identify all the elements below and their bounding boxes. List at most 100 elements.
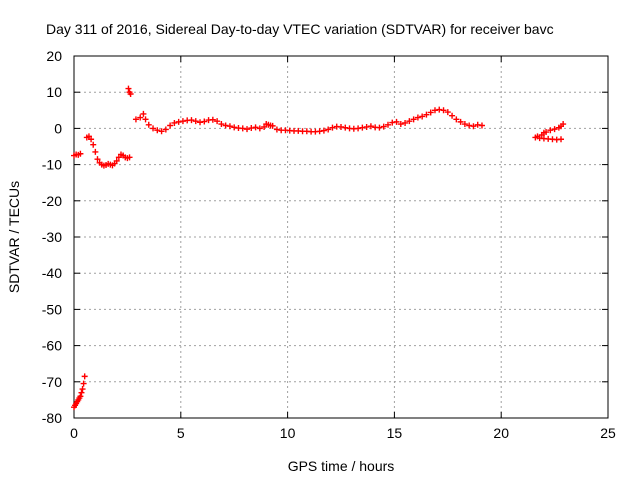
- y-tick-label: -80: [42, 410, 62, 426]
- data-point-marker: [558, 136, 565, 143]
- data-point-marker: [547, 127, 554, 134]
- y-tick-label: -60: [42, 338, 62, 354]
- data-point-marker: [142, 116, 149, 123]
- data-point-marker: [397, 121, 404, 128]
- data-point-marker: [197, 119, 204, 126]
- data-point-marker: [440, 107, 447, 114]
- data-point-marker: [406, 118, 413, 125]
- data-point-marker: [461, 121, 468, 128]
- data-point-marker: [127, 91, 134, 98]
- data-point-marker: [179, 118, 186, 125]
- data-point-marker: [218, 121, 225, 128]
- y-tick-label: 10: [46, 84, 62, 100]
- data-point-marker: [175, 118, 182, 125]
- data-point-marker: [214, 118, 221, 125]
- data-point-marker: [145, 121, 152, 128]
- data-point-marker: [269, 122, 276, 129]
- data-point-marker: [474, 121, 481, 128]
- data-point-marker: [376, 124, 383, 131]
- data-point-marker: [167, 122, 174, 129]
- data-point-marker: [414, 114, 421, 121]
- data-point-marker: [209, 116, 216, 123]
- data-point-marker: [252, 124, 259, 131]
- data-point-marker: [363, 123, 370, 130]
- data-point-marker: [79, 386, 86, 393]
- data-point-marker: [457, 118, 464, 125]
- data-point-marker: [226, 123, 233, 130]
- data-point-marker: [158, 128, 165, 135]
- data-point-marker: [137, 114, 144, 121]
- data-point-marker: [380, 123, 387, 130]
- data-point-marker: [77, 150, 84, 157]
- data-point-marker: [192, 118, 199, 125]
- x-tick-label: 0: [70, 425, 78, 441]
- x-tick-label: 15: [387, 425, 403, 441]
- data-point-marker: [231, 124, 238, 131]
- data-point-marker: [436, 106, 443, 113]
- data-point-marker: [427, 109, 434, 116]
- data-point-marker: [256, 125, 263, 132]
- data-point-marker: [359, 124, 366, 131]
- data-point-marker: [402, 119, 409, 126]
- data-point-marker: [78, 389, 85, 396]
- data-point-marker: [150, 125, 157, 132]
- data-point-marker: [125, 85, 132, 92]
- data-point-marker: [431, 107, 438, 114]
- y-tick-label: -40: [42, 265, 62, 281]
- x-tick-label: 10: [280, 425, 296, 441]
- data-point-marker: [140, 110, 147, 117]
- y-tick-label: -50: [42, 301, 62, 317]
- data-point-marker: [543, 129, 550, 136]
- data-point-marker: [162, 126, 169, 133]
- data-point-marker: [384, 121, 391, 128]
- data-point-marker: [316, 128, 323, 135]
- data-point-marker: [444, 109, 451, 116]
- data-point-marker: [342, 124, 349, 131]
- data-point-marker: [449, 112, 456, 119]
- data-point-marker: [92, 148, 99, 155]
- data-point-marker: [132, 116, 139, 123]
- data-point-marker: [419, 113, 426, 120]
- data-point-marker: [201, 118, 208, 125]
- data-point-marker: [239, 125, 246, 132]
- data-point-marker: [453, 116, 460, 123]
- x-tick-label: 20: [493, 425, 509, 441]
- data-point-marker: [338, 123, 344, 130]
- y-tick-label: -30: [42, 229, 62, 245]
- data-point-marker: [355, 125, 362, 132]
- data-point-marker: [560, 121, 567, 128]
- data-point-marker: [325, 126, 332, 133]
- data-point-marker: [389, 119, 396, 126]
- data-point-marker: [171, 119, 178, 126]
- data-point-marker: [534, 133, 541, 140]
- axis-ticks: 0 5 10 15 20 25 -80 -70 -60 -50 -40 -30 -20 -10 0 10 20: [42, 48, 616, 441]
- data-point-marker: [80, 380, 87, 387]
- y-tick-label: -70: [42, 374, 62, 390]
- data-point-marker: [244, 126, 251, 133]
- y-tick-label: 0: [54, 120, 62, 136]
- chart-title: Day 311 of 2016, Sidereal Day-to-day VTE…: [46, 21, 554, 37]
- data-point-marker: [478, 122, 485, 129]
- y-tick-label: -10: [42, 157, 62, 173]
- x-tick-label: 25: [600, 425, 616, 441]
- data-point-marker: [188, 117, 195, 124]
- data-point-marker: [423, 111, 430, 118]
- data-point-marker: [77, 393, 84, 400]
- data-point-marker: [320, 127, 327, 134]
- data-point-marker: [329, 124, 336, 131]
- data-point-marker: [551, 126, 558, 133]
- data-point-marker: [90, 141, 97, 148]
- y-tick-label: -20: [42, 193, 62, 209]
- y-tick-label: 20: [46, 48, 62, 64]
- data-point-marker: [222, 122, 229, 129]
- data-point-marker: [126, 154, 133, 161]
- y-axis-label: SDTVAR / TECUs: [6, 181, 22, 293]
- x-axis-label: GPS time / hours: [288, 458, 395, 474]
- data-point-marker: [81, 373, 88, 380]
- data-point-marker: [367, 123, 374, 130]
- data-point-marker: [470, 123, 477, 130]
- data-point-marker: [94, 156, 101, 163]
- data-markers: [71, 85, 567, 411]
